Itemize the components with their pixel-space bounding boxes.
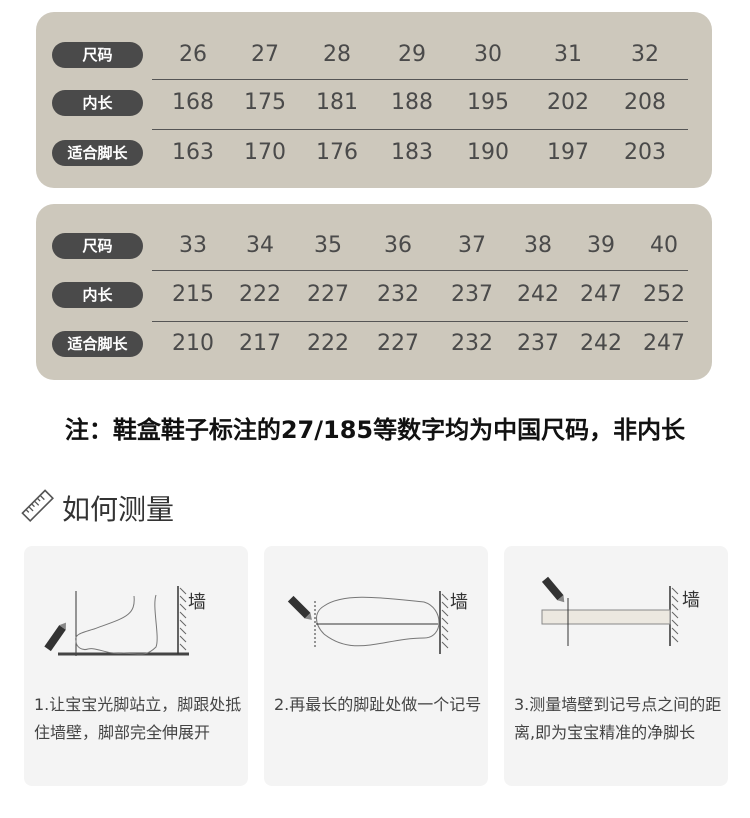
inner-length-row-value: 247 — [580, 282, 622, 307]
inner-length-row-value: 215 — [172, 282, 214, 307]
row-label-badge: 内长 — [52, 282, 143, 308]
inner-length-row-value: 208 — [624, 90, 666, 115]
foot-length-row-value: 203 — [624, 140, 666, 165]
step-text: 1.让宝宝光脚站立，脚跟处抵住墙壁，脚部完全伸展开 — [34, 695, 242, 742]
inner-length-row-value: 188 — [391, 90, 433, 115]
step-text: 2.再最长的脚趾处做一个记号 — [274, 695, 482, 714]
wall-label: 墙 — [188, 592, 206, 613]
size-row-value: 39 — [587, 233, 615, 258]
row-divider — [152, 79, 688, 80]
foot-length-row-value: 247 — [643, 331, 685, 356]
row-label-badge: 内长 — [52, 90, 143, 116]
size-row-value: 28 — [323, 42, 351, 67]
inner-length-row-value: 227 — [307, 282, 349, 307]
size-row-value: 34 — [246, 233, 274, 258]
howto-title: 如何测量 — [62, 493, 175, 526]
foot-length-row-value: 190 — [467, 140, 509, 165]
foot-outline-illustration: 墙 — [287, 591, 468, 654]
foot-standing-illustration: 墙 — [44, 586, 206, 656]
ruler-measure-illustration: 墙 — [541, 576, 700, 646]
row-label-badge: 尺码 — [52, 42, 143, 68]
inner-length-row-value: 202 — [547, 90, 589, 115]
foot-length-row-value: 227 — [377, 331, 419, 356]
foot-length-row-value: 210 — [172, 331, 214, 356]
size-table-2: 尺码 33 34 35 36 37 38 39 40 内长 215 222 227 232 237 242 24… — [36, 204, 712, 380]
foot-length-row-value: 217 — [239, 331, 281, 356]
size-row-value: 30 — [474, 42, 502, 67]
size-row-value: 36 — [384, 233, 412, 258]
size-row-value: 37 — [458, 233, 486, 258]
inner-length-row-value: 195 — [467, 90, 509, 115]
foot-length-row-value: 237 — [517, 331, 559, 356]
wall-label: 墙 — [450, 592, 468, 613]
inner-length-row-value: 232 — [377, 282, 419, 307]
row-divider — [152, 129, 688, 130]
row-label-badge: 尺码 — [52, 233, 143, 259]
size-table-1: 尺码 26 27 28 29 30 31 32 内长 168 175 181 188 195 202 208 适… — [36, 12, 712, 188]
inner-length-row-value: 181 — [316, 90, 358, 115]
row-divider — [152, 270, 688, 271]
size-row-value: 40 — [650, 233, 678, 258]
row-divider — [152, 321, 688, 322]
foot-length-row-value: 163 — [172, 140, 214, 165]
step-text: 3.测量墙壁到记号点之间的距离,即为宝宝精准的净脚长 — [514, 695, 722, 742]
step-card-1: 墙 1.让宝宝光脚站立，脚跟处抵住墙壁，脚部完全伸展开 — [24, 546, 248, 786]
foot-length-row-value: 183 — [391, 140, 433, 165]
inner-length-row-value: 252 — [643, 282, 685, 307]
foot-length-row-value: 176 — [316, 140, 358, 165]
foot-length-row-value: 170 — [244, 140, 286, 165]
row-label-badge: 适合脚长 — [52, 140, 143, 166]
ruler-icon — [21, 489, 54, 522]
size-row-value: 38 — [524, 233, 552, 258]
row-label-badge: 适合脚长 — [52, 331, 143, 357]
wall-label: 墙 — [682, 590, 700, 611]
size-row-value: 26 — [179, 42, 207, 67]
step-card-3: 墙 3.测量墙壁到记号点之间的距离,即为宝宝精准的净脚长 — [504, 546, 728, 786]
inner-length-row-value: 237 — [451, 282, 493, 307]
inner-length-row-value: 175 — [244, 90, 286, 115]
inner-length-row-value: 168 — [172, 90, 214, 115]
inner-length-row-value: 242 — [517, 282, 559, 307]
size-row-value: 31 — [554, 42, 582, 67]
size-row-value: 35 — [314, 233, 342, 258]
foot-length-row-value: 242 — [580, 331, 622, 356]
size-row-value: 33 — [179, 233, 207, 258]
foot-length-row-value: 232 — [451, 331, 493, 356]
inner-length-row-value: 222 — [239, 282, 281, 307]
size-note: 注：鞋盒鞋子标注的27/185等数字均为中国尺码，非内长 — [64, 416, 686, 444]
foot-length-row-value: 222 — [307, 331, 349, 356]
size-row-value: 29 — [398, 42, 426, 67]
step-card-2: 墙 2.再最长的脚趾处做一个记号 — [264, 546, 488, 786]
foot-length-row-value: 197 — [547, 140, 589, 165]
size-row-value: 27 — [251, 42, 279, 67]
size-row-value: 32 — [631, 42, 659, 67]
